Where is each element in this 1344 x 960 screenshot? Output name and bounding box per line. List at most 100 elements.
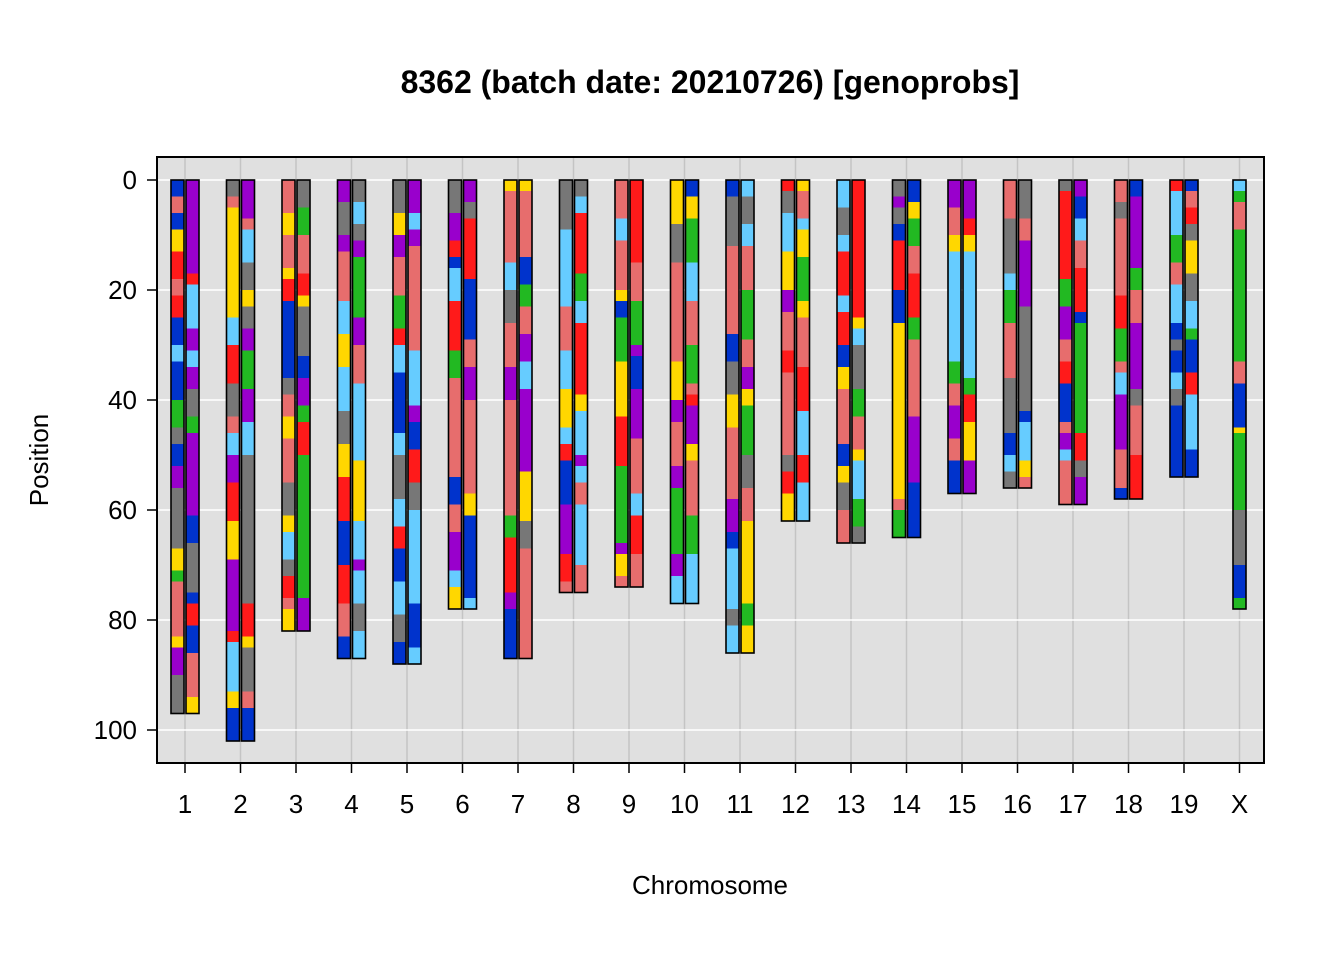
haplotype-segment: [1059, 180, 1072, 191]
chromosome-outline: [185, 179, 200, 715]
chromosome-outline: [573, 179, 589, 594]
haplotype-segment: [1018, 411, 1032, 422]
haplotype-segment: [337, 477, 351, 521]
haplotype-segment: [171, 295, 184, 318]
haplotype-segment: [282, 235, 295, 268]
haplotype-segment: [630, 202, 643, 263]
haplotype-segment: [837, 180, 850, 208]
haplotype-segment: [741, 196, 754, 224]
y-tick-label: 40: [108, 385, 137, 415]
x-tick-label: 12: [781, 789, 810, 819]
chromosome-outline: [281, 179, 296, 632]
haplotype-segment: [615, 301, 628, 318]
haplotype-segment: [685, 301, 699, 345]
haplotype-segment: [741, 367, 754, 389]
haplotype-segment: [393, 235, 406, 257]
haplotype-segment: [282, 609, 295, 631]
haplotype-segment: [837, 235, 850, 252]
haplotype-segment: [448, 257, 462, 268]
haplotype-segment: [448, 477, 462, 505]
haplotype-segment: [448, 438, 462, 477]
haplotype-segment: [837, 482, 850, 510]
haplotype-segment: [685, 262, 699, 301]
haplotype-segment: [519, 257, 532, 285]
haplotype-segment: [337, 636, 351, 659]
haplotype-segment: [186, 653, 199, 675]
y-tick-label: 100: [94, 715, 137, 745]
haplotype-segment: [463, 312, 477, 340]
haplotype-segment: [241, 290, 255, 307]
x-tick-label: 13: [837, 789, 866, 819]
haplotype-segment: [337, 202, 351, 235]
chromosome-bars: [170, 179, 1247, 742]
haplotype-segment: [226, 383, 240, 417]
haplotype-segment: [1018, 306, 1032, 340]
haplotype-segment: [1170, 339, 1183, 351]
haplotype-segment: [685, 345, 699, 384]
haplotype-segment: [726, 246, 739, 296]
chromosome-outline: [1232, 179, 1247, 610]
haplotype-segment: [907, 416, 921, 483]
haplotype-segment: [781, 372, 795, 455]
haplotype-segment: [741, 603, 754, 626]
haplotype-segment: [352, 460, 366, 488]
x-tick-label: 19: [1170, 789, 1199, 819]
haplotype-segment: [837, 367, 850, 389]
haplotype-segment: [907, 339, 921, 373]
haplotype-segment: [408, 350, 421, 406]
haplotype-segment: [1059, 433, 1072, 450]
haplotype-segment: [670, 361, 684, 400]
haplotype-segment: [837, 510, 850, 543]
haplotype-segment: [630, 438, 643, 472]
haplotype-segment: [852, 449, 865, 461]
haplotype-segment: [1185, 301, 1198, 329]
haplotype-segment: [1170, 389, 1183, 406]
haplotype-segment: [892, 196, 906, 208]
haplotype-segment: [559, 389, 573, 428]
haplotype-segment: [519, 180, 532, 191]
haplotype-segment: [297, 295, 310, 307]
chart-title: 8362 (batch date: 20210726) [genoprobs]: [401, 64, 1020, 100]
haplotype-segment: [630, 389, 643, 439]
haplotype-segment: [559, 504, 573, 554]
haplotype-segment: [352, 317, 366, 345]
haplotype-segment: [574, 301, 588, 323]
haplotype-segment: [741, 180, 754, 197]
haplotype-segment: [685, 180, 699, 197]
haplotype-segment: [1129, 268, 1143, 290]
haplotype-segment: [1074, 312, 1087, 323]
chromosome-17: [1058, 179, 1088, 506]
haplotype-segment: [948, 405, 961, 439]
haplotype-segment: [1059, 279, 1072, 307]
haplotype-segment: [685, 554, 699, 604]
haplotype-segment: [337, 411, 351, 444]
haplotype-segment: [685, 218, 699, 263]
haplotype-segment: [352, 180, 366, 202]
haplotype-segment: [796, 367, 810, 384]
chromosome-outline: [392, 179, 407, 665]
haplotype-segment: [1185, 372, 1198, 395]
haplotype-segment: [1003, 345, 1017, 378]
haplotype-segment: [186, 284, 199, 329]
haplotype-segment: [171, 581, 184, 637]
chromosome-6: [447, 179, 478, 610]
haplotype-segment: [892, 180, 906, 197]
haplotype-segment: [504, 180, 517, 191]
haplotype-segment: [726, 361, 739, 395]
haplotype-segment: [519, 306, 532, 334]
chromosome-outline: [1113, 179, 1129, 500]
haplotype-segment: [1233, 229, 1246, 362]
haplotype-segment: [297, 356, 310, 378]
haplotype-segment: [574, 180, 588, 197]
haplotype-segment: [559, 444, 573, 461]
haplotype-segment: [1185, 207, 1198, 224]
haplotype-segment: [907, 273, 921, 318]
haplotype-segment: [297, 422, 310, 455]
chromosome-outline: [906, 179, 922, 539]
haplotype-segment: [393, 213, 406, 235]
haplotype-segment: [186, 416, 199, 433]
haplotype-segment: [1018, 240, 1032, 252]
haplotype-segment: [171, 196, 184, 213]
haplotype-segment: [1074, 240, 1087, 268]
x-tick-label: 14: [892, 789, 921, 819]
